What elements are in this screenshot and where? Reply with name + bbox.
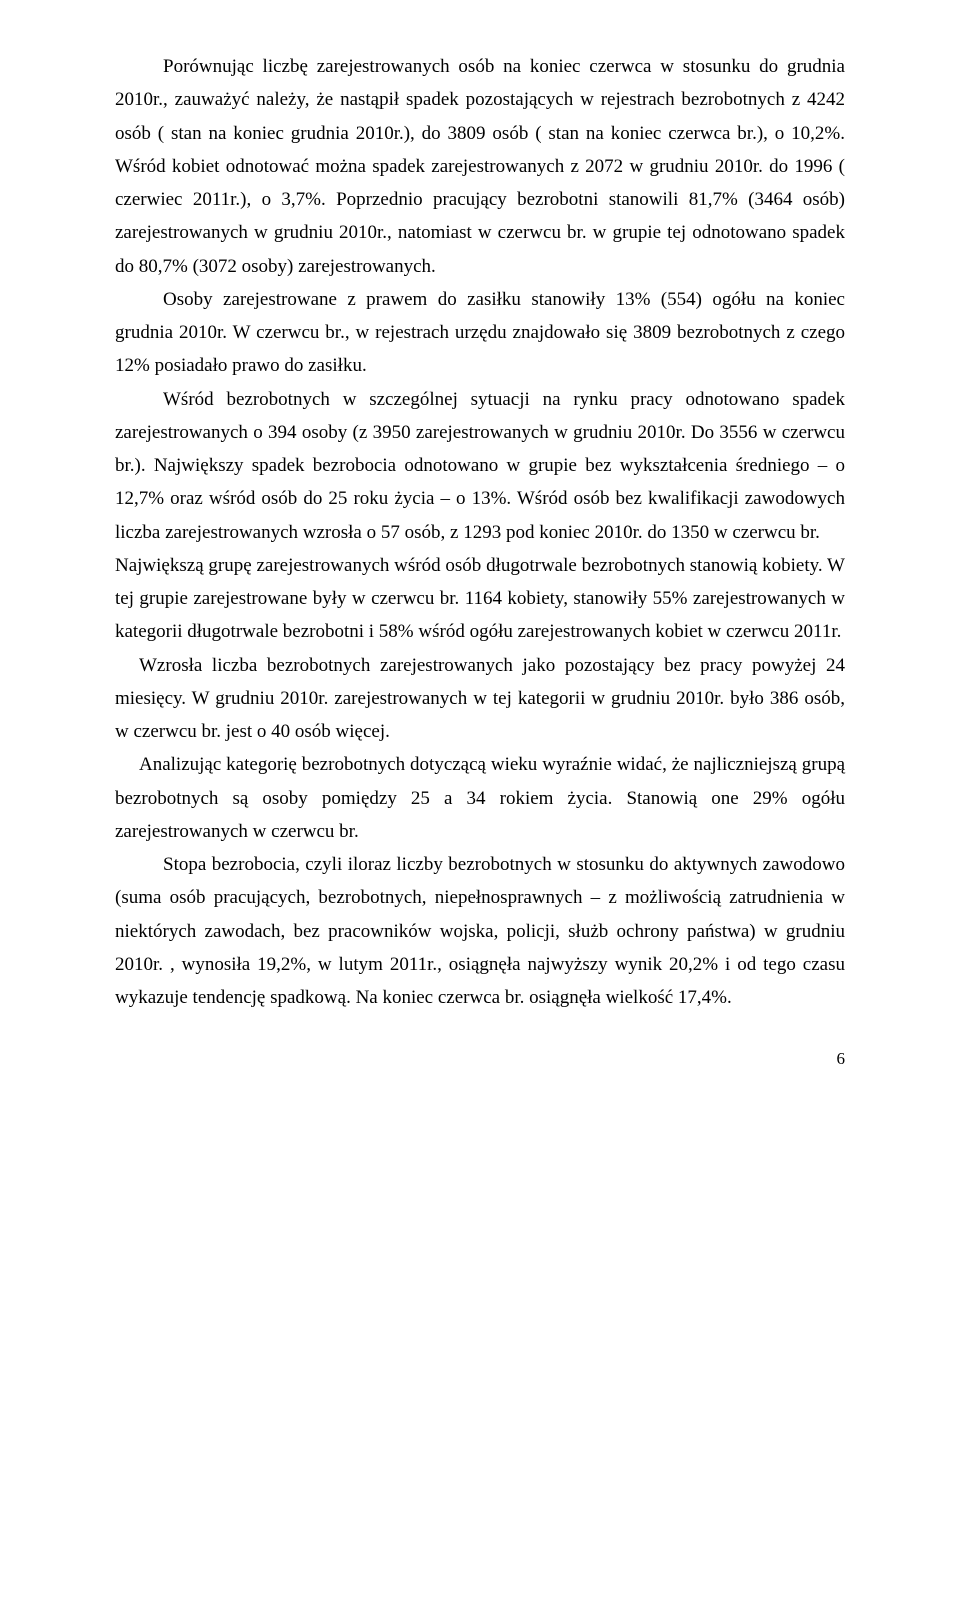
paragraph-7: Stopa bezrobocia, czyli iloraz liczby be… [115,848,845,1014]
paragraph-2: Osoby zarejestrowane z prawem do zasiłku… [115,283,845,383]
paragraph-4: Największą grupę zarejestrowanych wśród … [115,549,845,649]
paragraph-3: Wśród bezrobotnych w szczególnej sytuacj… [115,383,845,549]
paragraph-6: Analizując kategorię bezrobotnych dotycz… [115,748,845,848]
page-number: 6 [115,1044,845,1074]
document-page: Porównując liczbę zarejestrowanych osób … [0,0,960,1114]
paragraph-5: Wzrosła liczba bezrobotnych zarejestrowa… [115,649,845,749]
paragraph-1: Porównując liczbę zarejestrowanych osób … [115,50,845,283]
